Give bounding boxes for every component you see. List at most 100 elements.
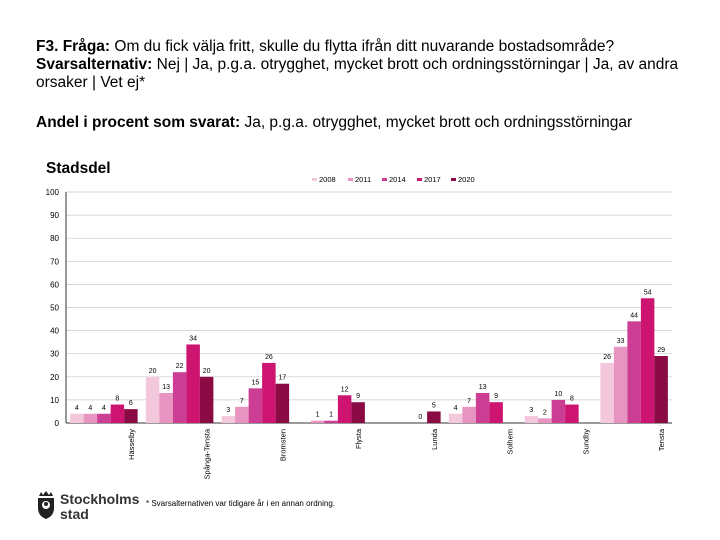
bar-Hässelby-2008 [70, 413, 84, 423]
bar-Tensta-2020 [654, 356, 668, 423]
bar-Bromsten-2011 [235, 406, 249, 423]
data-label: 33 [617, 338, 625, 345]
data-label: 4 [454, 405, 458, 412]
bar-Sundby-2008 [524, 416, 539, 423]
bar-Bromsten-2017 [262, 362, 276, 423]
legend-swatch-2008 [312, 178, 317, 181]
data-label: 29 [657, 347, 665, 354]
subtitle-text: Ja, p.g.a. otrygghet, mycket brott och o… [244, 114, 633, 131]
logo-line1: Stockholms [60, 491, 140, 507]
data-label: 4 [88, 405, 92, 412]
bar-Spånga-Tensta-2020 [199, 376, 214, 423]
category-label: Flysta [354, 428, 363, 449]
answers-text: Nej | Ja, p.g.a. otrygghet, mycket brott… [36, 56, 679, 91]
category-label: Spånga-Tensta [203, 428, 212, 479]
data-label: 8 [570, 396, 574, 403]
legend-swatch-2017 [417, 178, 422, 181]
y-tick-label: 80 [50, 234, 59, 243]
legend-label-2008: 2008 [319, 175, 336, 184]
bar-Spånga-Tensta-2014 [172, 372, 187, 423]
data-label: 22 [176, 363, 184, 370]
data-label: 6 [129, 400, 133, 407]
data-label: 26 [603, 354, 611, 361]
data-label: 9 [356, 393, 360, 400]
data-label: 34 [189, 335, 197, 342]
bar-Sundby-2011 [538, 418, 552, 423]
data-label: 4 [75, 405, 79, 412]
data-label: 20 [149, 368, 157, 375]
question-text: Om du fick välja fritt, skulle du flytta… [114, 38, 615, 55]
data-label: 7 [467, 398, 471, 405]
bar-Bromsten-2020 [275, 383, 290, 423]
bar-Tensta-2017 [640, 298, 655, 423]
category-label: Tensta [657, 428, 666, 451]
y-tick-label: 40 [50, 327, 59, 336]
y-tick-label: 0 [55, 419, 60, 428]
legend-label-2014: 2014 [389, 175, 406, 184]
legend-swatch-2011 [348, 178, 353, 181]
data-label: 9 [494, 393, 498, 400]
bar-Solhem-2008 [448, 413, 463, 423]
stockholm-crown-shield-icon [38, 491, 54, 519]
question-label: F3. Fråga: [36, 38, 111, 55]
data-label: 7 [240, 398, 244, 405]
bar-Spånga-Tensta-2017 [186, 344, 200, 423]
bar-Hässelby-2017 [110, 404, 125, 423]
section-title: Stadsdel [46, 160, 111, 177]
bar-Flysta-2011 [310, 420, 325, 423]
bar-Tensta-2008 [600, 362, 614, 423]
category-label: Bromsten [278, 429, 287, 461]
footnote: * Svarsalternativen var tidigare år i en… [146, 499, 335, 508]
logo-line2: stad [60, 506, 89, 522]
data-label: 8 [115, 396, 119, 403]
data-label: 4 [102, 405, 106, 412]
bar-Flysta-2014 [324, 420, 338, 423]
y-tick-label: 90 [50, 211, 59, 220]
data-label: 17 [278, 375, 286, 382]
bar-Flysta-2017 [337, 395, 352, 423]
data-label: 5 [432, 402, 436, 409]
data-label: 15 [251, 379, 259, 386]
legend-label-2017: 2017 [424, 175, 441, 184]
bar-Solhem-2014 [475, 392, 490, 423]
logo: Stockholms stad [36, 490, 146, 526]
y-tick-label: 60 [50, 280, 59, 289]
data-label: 54 [644, 289, 652, 296]
chart-subtitle: Andel i procent som svarat: Ja, p.g.a. o… [36, 114, 696, 132]
data-label: 10 [554, 391, 562, 398]
bar-Bromsten-2008 [221, 416, 236, 423]
bar-Solhem-2011 [462, 406, 476, 423]
data-label: 12 [341, 386, 349, 393]
category-label: Solhem [506, 429, 515, 454]
legend-swatch-2014 [382, 178, 387, 181]
bar-Flysta-2020 [351, 402, 365, 423]
data-label: 13 [479, 384, 487, 391]
bar-Hässelby-2011 [83, 413, 98, 423]
data-label: 1 [329, 412, 333, 419]
y-tick-label: 20 [50, 373, 59, 382]
bar-Lunda-2020 [427, 411, 441, 423]
data-label: 13 [162, 384, 170, 391]
bar-Tensta-2014 [627, 321, 641, 423]
bar-Tensta-2011 [613, 346, 628, 423]
answers-label: Svarsalternativ: [36, 56, 153, 73]
bar-Bromsten-2014 [248, 388, 263, 423]
bar-Sundby-2017 [565, 404, 579, 423]
y-tick-label: 50 [50, 304, 59, 313]
data-label: 20 [203, 368, 211, 375]
bar-Spånga-Tensta-2011 [159, 392, 173, 423]
bar-Solhem-2017 [489, 402, 503, 423]
data-label: 3 [529, 407, 533, 414]
category-label: Hässelby [127, 429, 136, 460]
data-label: 44 [630, 312, 638, 319]
data-label: 3 [226, 407, 230, 414]
y-tick-label: 100 [46, 188, 60, 197]
question-header: F3. Fråga: Om du fick välja fritt, skull… [36, 38, 696, 92]
y-tick-label: 10 [50, 396, 59, 405]
bar-Spånga-Tensta-2008 [145, 376, 160, 423]
y-tick-label: 70 [50, 257, 59, 266]
subtitle-label: Andel i procent som svarat: [36, 114, 241, 131]
legend-swatch-2020 [451, 178, 456, 181]
legend-label-2020: 2020 [458, 175, 475, 184]
